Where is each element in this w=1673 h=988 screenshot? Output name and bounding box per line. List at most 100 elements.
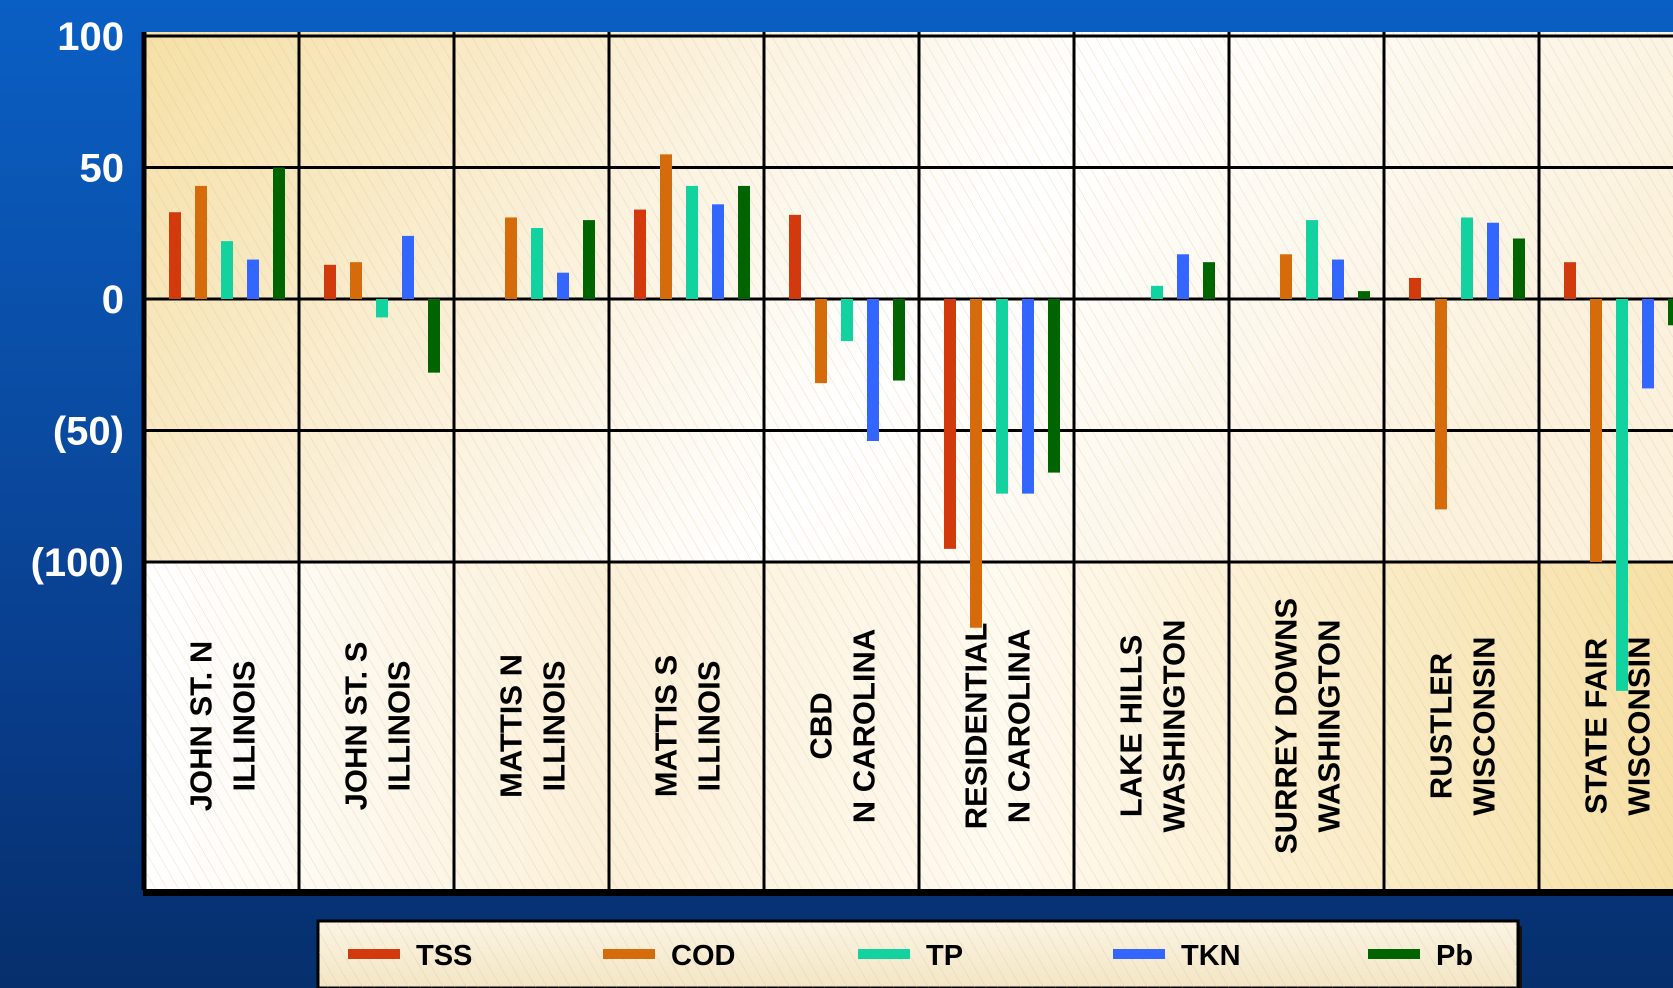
bar-tss bbox=[634, 209, 646, 299]
category-label-line2: WISCONSIN bbox=[1467, 636, 1502, 815]
bar-pb bbox=[428, 299, 440, 373]
legend-hatch bbox=[319, 922, 1517, 988]
bar-tss bbox=[1409, 277, 1421, 299]
category-label-line1: MATTIS N bbox=[494, 654, 529, 798]
category-label-line1: SURREY DOWNS bbox=[1269, 598, 1304, 854]
category-label-line2: ILLINOIS bbox=[692, 661, 727, 792]
category-label: STATE FAIR WISCONSIN bbox=[1579, 636, 1657, 815]
bar-tp bbox=[841, 299, 853, 342]
bar-tp bbox=[221, 241, 233, 299]
category-label: JOHN ST. S ILLINOIS bbox=[339, 642, 417, 811]
bar-cod bbox=[970, 299, 982, 628]
bar-tkn bbox=[712, 204, 724, 299]
hatch-overlay bbox=[144, 32, 1673, 890]
bar-cod bbox=[505, 217, 517, 299]
category-labels: JOHN ST. N ILLINOIS JOHN ST. S ILLINOIS MATT… bbox=[184, 598, 1657, 854]
category-label-line1: STATE FAIR bbox=[1579, 638, 1614, 814]
bar-tkn bbox=[557, 272, 569, 299]
category-label: RESIDENTIAL N CAROLINA bbox=[959, 623, 1037, 830]
category-label: LAKE HILLS WASHINGTON bbox=[1114, 620, 1192, 833]
category-label-line2: N CAROLINA bbox=[1002, 629, 1037, 824]
category-label-line1: RESIDENTIAL bbox=[959, 623, 994, 830]
bar-tkn bbox=[247, 259, 259, 299]
legend-swatch-pb bbox=[1368, 949, 1420, 959]
category-label-line2: ILLINOIS bbox=[382, 661, 417, 792]
bar-tkn bbox=[1177, 254, 1189, 299]
bar-tss bbox=[169, 212, 181, 299]
bar-tss bbox=[324, 264, 336, 299]
legend-label-tkn: TKN bbox=[1181, 940, 1241, 972]
bar-tp bbox=[1151, 285, 1163, 299]
legend-swatch-tss bbox=[348, 949, 400, 959]
legend-label-tp: TP bbox=[926, 940, 963, 972]
bar-cod bbox=[1280, 254, 1292, 299]
y-axis-tick-labels: 100 50 0 (50) (100) bbox=[31, 15, 124, 585]
category-label-line1: JOHN ST. N bbox=[184, 641, 219, 812]
bar-tss bbox=[789, 214, 801, 299]
category-label-line2: WISCONSIN bbox=[1622, 636, 1657, 815]
bar-tkn bbox=[1487, 222, 1499, 299]
category-label-line1: CBD bbox=[804, 692, 839, 759]
bar-cod bbox=[1435, 299, 1447, 510]
bar-tp bbox=[376, 299, 388, 318]
bar-pb bbox=[1203, 262, 1215, 299]
legend-label-cod: COD bbox=[671, 940, 735, 972]
bar-pb bbox=[1668, 299, 1673, 326]
bar-tp bbox=[531, 227, 543, 299]
category-label-line2: N CAROLINA bbox=[847, 629, 882, 824]
x-axis-bottom-border bbox=[143, 889, 1673, 896]
bar-tss bbox=[1564, 262, 1576, 299]
category-label-line2: ILLINOIS bbox=[537, 661, 572, 792]
bar-tkn bbox=[402, 235, 414, 299]
category-label-line1: RUSTLER bbox=[1424, 653, 1459, 799]
category-label-line1: MATTIS S bbox=[649, 655, 684, 797]
y-tick-label: 0 bbox=[102, 278, 124, 322]
bar-cod bbox=[1590, 299, 1602, 562]
category-label-line1: JOHN ST. S bbox=[339, 642, 374, 811]
category-label: MATTIS S ILLINOIS bbox=[649, 655, 727, 797]
category-label-line2: WASHINGTON bbox=[1157, 620, 1192, 833]
bar-pb bbox=[738, 185, 750, 299]
bar-tss bbox=[944, 299, 956, 549]
legend-swatch-cod bbox=[603, 949, 655, 959]
bar-tp bbox=[1616, 299, 1628, 691]
bar-cod bbox=[350, 262, 362, 299]
bar-pb bbox=[1513, 238, 1525, 299]
y-tick-label: 100 bbox=[57, 15, 124, 59]
y-tick-label: (50) bbox=[53, 410, 124, 454]
bar-tp bbox=[1461, 217, 1473, 299]
bar-pb bbox=[1048, 299, 1060, 473]
category-label: JOHN ST. N ILLINOIS bbox=[184, 641, 262, 812]
bars bbox=[169, 154, 1673, 691]
bar-pb bbox=[583, 220, 595, 299]
category-label: RUSTLER WISCONSIN bbox=[1424, 636, 1502, 815]
bar-tp bbox=[686, 185, 698, 299]
category-label: MATTIS N ILLINOIS bbox=[494, 654, 572, 798]
y-tick-label: (100) bbox=[31, 541, 124, 585]
bar-tkn bbox=[1022, 299, 1034, 494]
bar-pb bbox=[1358, 291, 1370, 299]
bar-cod bbox=[815, 299, 827, 384]
y-tick-label: 50 bbox=[80, 147, 125, 191]
bar-pb bbox=[893, 299, 905, 381]
bar-pb bbox=[273, 167, 285, 299]
category-label-line2: ILLINOIS bbox=[227, 661, 262, 792]
bar-tp bbox=[1306, 220, 1318, 299]
legend-swatch-tp bbox=[858, 949, 910, 959]
bar-tp bbox=[996, 299, 1008, 494]
legend-swatch-tkn bbox=[1113, 949, 1165, 959]
bar-tkn bbox=[867, 299, 879, 442]
legend: TSS COD TP TKN Pb bbox=[316, 919, 1522, 988]
bar-cod bbox=[660, 154, 672, 299]
legend-label-pb: Pb bbox=[1436, 940, 1473, 972]
category-label-line1: LAKE HILLS bbox=[1114, 635, 1149, 818]
plot-background bbox=[144, 32, 1673, 890]
bar-tkn bbox=[1332, 259, 1344, 299]
category-label: CBD N CAROLINA bbox=[804, 629, 882, 824]
bar-tkn bbox=[1642, 299, 1654, 389]
category-label-line2: WASHINGTON bbox=[1312, 620, 1347, 833]
legend-label-tss: TSS bbox=[416, 940, 472, 972]
bar-cod bbox=[195, 185, 207, 299]
category-label: SURREY DOWNS WASHINGTON bbox=[1269, 598, 1347, 854]
